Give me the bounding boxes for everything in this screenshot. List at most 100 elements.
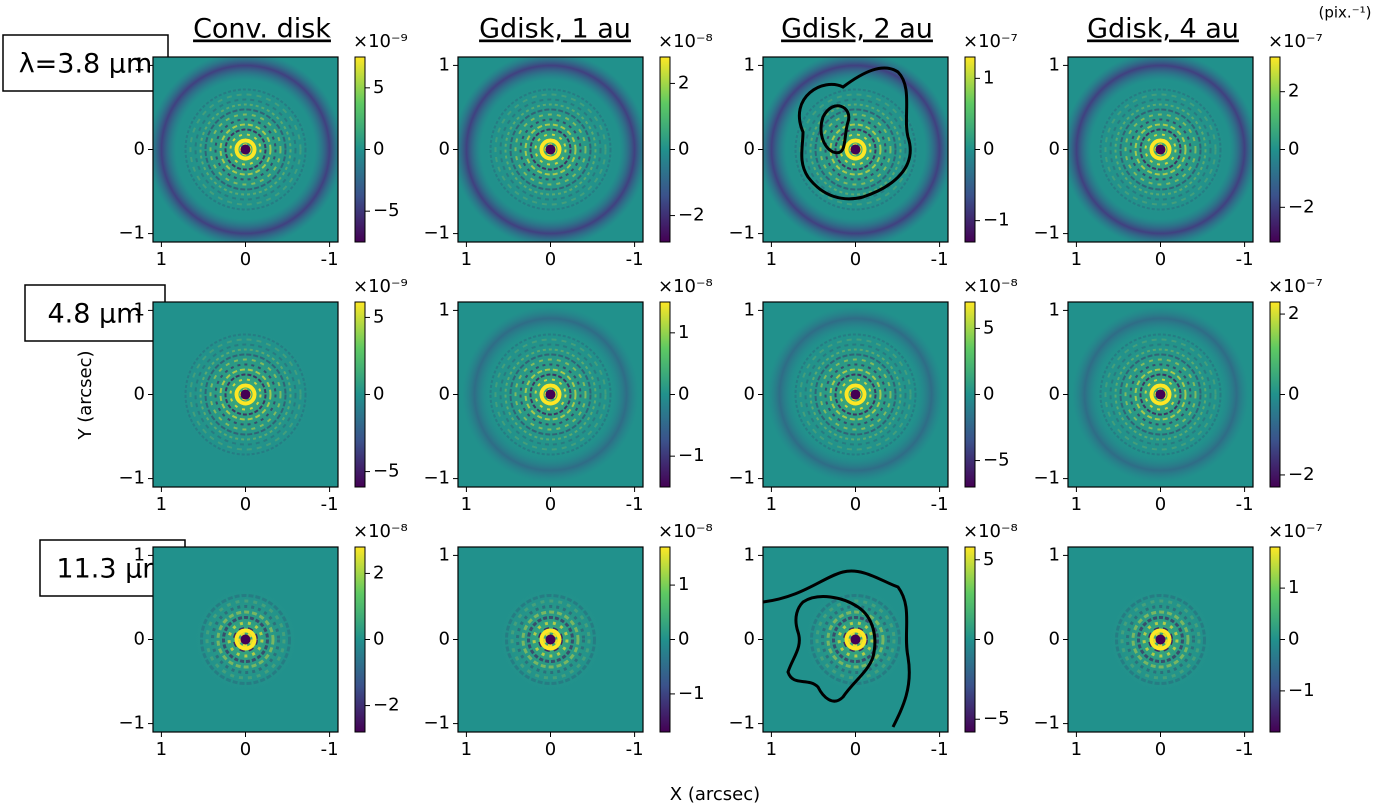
x-tick-label: 1: [766, 739, 777, 760]
colorbar-tick-label: 0: [678, 629, 689, 650]
contour: [763, 569, 911, 728]
speckle: [204, 353, 287, 436]
speckle: [1104, 93, 1217, 206]
y-tick-label: −1: [423, 223, 450, 244]
speckle: [848, 632, 863, 647]
speckle: [824, 118, 887, 181]
colorbar-scale: ×10⁻⁸: [963, 276, 1018, 297]
colorbar-tick-label: −5: [373, 200, 400, 221]
speckle: [1124, 358, 1197, 431]
speckle: [205, 599, 286, 680]
speckle: [529, 373, 572, 416]
speckle: [504, 348, 597, 441]
x-tick-label: 0: [545, 249, 556, 270]
core-ring: [1149, 138, 1172, 161]
speckle: [504, 103, 597, 196]
x-tick-label: 1: [461, 249, 472, 270]
colorbar-tick-label: −1: [983, 210, 1010, 231]
core: [240, 144, 251, 155]
core-ring: [234, 383, 257, 406]
speckle: [209, 113, 282, 186]
speckle: [834, 373, 877, 416]
y-tick-label: −1: [118, 468, 145, 489]
core-ring: [844, 383, 867, 406]
speckle: [519, 118, 582, 181]
x-tick-label: -1: [321, 739, 339, 760]
y-tick-label: −1: [728, 468, 755, 489]
core: [240, 634, 251, 645]
speckle: [815, 599, 896, 680]
colorbar-tick-label: 1: [983, 67, 994, 88]
y-tick-label: 1: [439, 54, 450, 75]
y-tick-label: −1: [728, 223, 755, 244]
speckle: [819, 113, 892, 186]
speckle: [1109, 343, 1212, 446]
speckle: [837, 621, 874, 658]
colorbar-tick-label: 5: [373, 306, 384, 327]
speckle: [222, 616, 269, 663]
colorbar-tick-label: 1: [678, 574, 689, 595]
y-tick-label: 1: [744, 299, 755, 320]
speckle: [524, 368, 577, 421]
colorbar-tick-label: 5: [373, 77, 384, 98]
colorbar: [354, 56, 366, 243]
y-tick-label: 0: [134, 629, 145, 650]
x-tick-label: 0: [1155, 739, 1166, 760]
speckle: [1124, 113, 1197, 186]
speckle: [224, 128, 267, 171]
colorbar-tick-label: −1: [1288, 680, 1315, 701]
x-tick-label: 1: [1071, 494, 1082, 515]
colorbar-scale: ×10⁻⁹: [353, 31, 408, 52]
speckle: [826, 610, 885, 669]
speckle: [184, 333, 307, 456]
speckle: [809, 348, 902, 441]
colorbar-tick-label: 0: [1288, 139, 1299, 160]
speckle: [199, 348, 292, 441]
colorbar-tick-label: 0: [983, 139, 994, 160]
colorbar: [659, 546, 671, 733]
core: [545, 634, 556, 645]
speckle: [1109, 98, 1212, 201]
speckle: [494, 338, 607, 451]
colorbar-tick-label: 0: [373, 629, 384, 650]
colorbar-tick-label: 0: [1288, 629, 1299, 650]
y-tick-label: −1: [118, 223, 145, 244]
speckle: [1142, 621, 1179, 658]
speckle: [204, 108, 287, 191]
y-tick-label: 0: [134, 384, 145, 405]
speckle: [1131, 610, 1190, 669]
speckle: [1114, 348, 1207, 441]
colorbar-scale: ×10⁻⁸: [658, 31, 713, 52]
speckle: [1099, 333, 1222, 456]
core-ring: [844, 628, 867, 651]
speckle: [824, 363, 887, 426]
speckle: [529, 128, 572, 171]
colorbar-tick-label: 0: [678, 384, 689, 405]
y-tick-label: −1: [118, 713, 145, 734]
x-tick-label: 1: [461, 494, 472, 515]
colorbar-scale: ×10⁻⁷: [1268, 521, 1323, 542]
image: [763, 57, 948, 242]
x-tick-label: -1: [626, 249, 644, 270]
row-label: 4.8 μm: [47, 299, 142, 330]
y-tick-label: 1: [1049, 54, 1060, 75]
x-tick-label: -1: [1236, 739, 1254, 760]
speckle: [505, 594, 596, 685]
speckle: [214, 118, 277, 181]
colorbar-tick-label: 0: [373, 139, 384, 160]
x-tick-label: 0: [850, 494, 861, 515]
speckle: [494, 93, 607, 206]
colorbar-tick-label: −5: [983, 450, 1010, 471]
core: [850, 389, 861, 400]
x-tick-label: 0: [1155, 494, 1166, 515]
speckle: [1139, 373, 1182, 416]
core-ring: [234, 138, 257, 161]
speckle: [814, 353, 897, 436]
x-tick-label: -1: [626, 739, 644, 760]
colorbar-scale: ×10⁻⁸: [963, 521, 1018, 542]
speckle: [194, 343, 297, 446]
colorbar-scale: ×10⁻⁸: [658, 521, 713, 542]
x-tick-label: -1: [931, 739, 949, 760]
colorbar-tick-label: 2: [1288, 81, 1299, 102]
